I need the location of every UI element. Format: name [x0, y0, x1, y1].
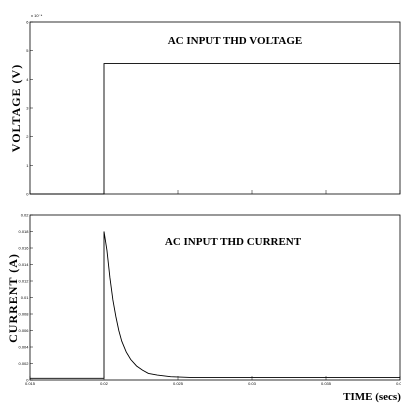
current-series	[30, 231, 400, 379]
voltage-y-axis-label: VOLTAGE (V)	[9, 64, 23, 152]
current-x-tick-label: 0.035	[321, 381, 332, 386]
voltage-y-tick-label: 5	[26, 48, 29, 53]
current-y-tick-label: 0.018	[18, 229, 29, 234]
current-x-axis-label: TIME (secs)	[343, 391, 401, 403]
current-y-tick-label: 0.012	[18, 279, 29, 284]
current-y-tick-label: 0	[26, 378, 29, 383]
voltage-y-tick-label: 1	[26, 163, 29, 168]
current-y-tick-label: 0.014	[18, 262, 29, 267]
current-y-axis-label: CURRENT (A)	[6, 253, 20, 343]
current-y-tick-label: 0.02	[21, 213, 30, 218]
current-x-ticks: 0.015 0.02 0.025 0.03 0.035 0.04	[25, 381, 401, 386]
current-y-tick-label: 0.006	[18, 328, 29, 333]
voltage-y-exponent: x 10⁻⁴	[31, 13, 43, 18]
voltage-chart-title: AC INPUT THD VOLTAGE	[168, 35, 303, 47]
current-x-tick-label: 0.02	[100, 381, 109, 386]
voltage-y-tick-label: 3	[26, 106, 29, 111]
current-x-tick-label: 0.025	[173, 381, 184, 386]
voltage-y-tick-label: 2	[26, 134, 29, 139]
current-x-tick-label: 0.015	[25, 381, 36, 386]
voltage-grid	[29, 190, 401, 194]
voltage-y-tick-label: 4	[26, 77, 29, 82]
voltage-panel: 0 1 2 3 4 5 6 x 10⁻⁴ AC INPUT THD VOLTAGE VOLT…	[9, 13, 401, 197]
voltage-series	[30, 63, 400, 195]
current-x-tick-label: 0.04	[396, 381, 401, 386]
current-y-tick-label: 0.004	[18, 345, 29, 350]
voltage-line	[30, 63, 400, 195]
current-panel: 0 0.002 0.004 0.006 0.008 0.01 0.012 0.014 0.016…	[6, 213, 401, 404]
voltage-y-tick-label: 6	[26, 20, 29, 25]
current-line	[30, 231, 400, 379]
current-x-tick-label: 0.03	[248, 381, 257, 386]
voltage-plot-frame	[29, 21, 401, 195]
voltage-y-tick-label: 0	[26, 192, 29, 197]
voltage-y-ticks: 0 1 2 3 4 5 6	[26, 20, 33, 197]
current-y-ticks: 0 0.002 0.004 0.006 0.008 0.01 0.012 0.014 0.016…	[18, 213, 33, 383]
current-y-tick-label: 0.01	[21, 295, 30, 300]
current-y-tick-label: 0.002	[18, 361, 29, 366]
current-y-tick-label: 0.008	[18, 312, 29, 317]
current-chart-title: AC INPUT THD CURRENT	[165, 236, 302, 248]
current-y-tick-label: 0.016	[18, 246, 29, 251]
